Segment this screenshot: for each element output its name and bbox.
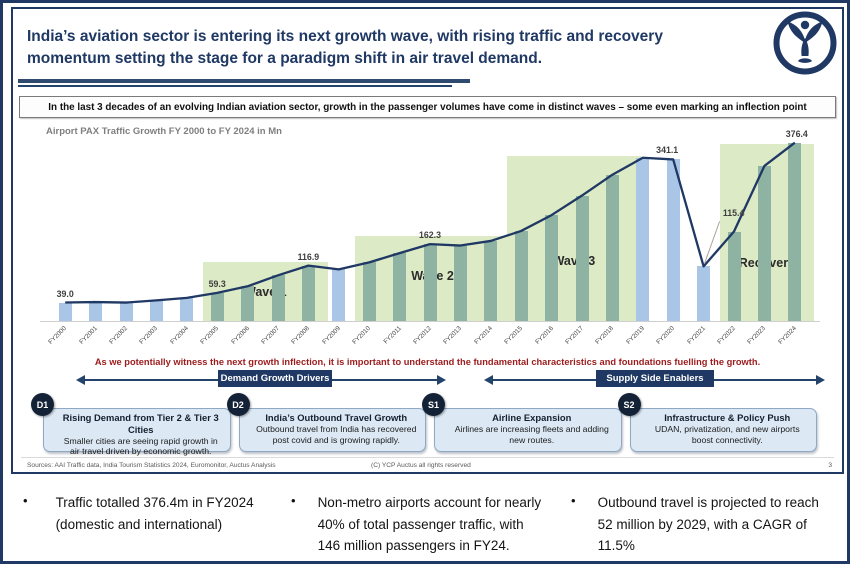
title-separator-thin — [18, 85, 452, 87]
bar-FY2015 — [514, 230, 528, 321]
x-axis-line — [40, 321, 820, 322]
bar-FY2016 — [545, 215, 559, 321]
data-label-FY2005: 59.3 — [208, 278, 226, 289]
card-tier2-tier3-demand: D1 Rising Demand from Tier 2 & Tier 3 Ci… — [31, 393, 231, 456]
bar-FY2019 — [636, 157, 650, 321]
sources-text: Sources: AAI Traffic data, India Tourism… — [27, 462, 276, 469]
data-label-FY2024: 376.4 — [785, 128, 808, 139]
inflection-note: As we potentially witness the next growt… — [94, 357, 761, 367]
data-label-FY2021: 115.4 — [722, 208, 745, 219]
card-body: Smaller cities are seeing rapid growth i… — [63, 435, 218, 457]
badge-d2: D2 — [226, 393, 250, 416]
bar-FY2013 — [453, 245, 467, 321]
page-number: 3 — [828, 462, 832, 469]
card-airline-expansion: S1 Airline Expansion Airlines are increa… — [422, 393, 622, 452]
bullet-icon: • — [291, 493, 296, 508]
card-body: Airlines are increasing fleets and addin… — [454, 423, 609, 445]
bar-FY2001 — [89, 302, 103, 321]
copyright-text: (C) YCP Auctus all rights reserved — [371, 462, 471, 469]
bar-FY2006 — [241, 286, 255, 321]
bar-FY2009 — [332, 269, 346, 321]
bar-FY2023 — [757, 165, 771, 321]
takeaway-text: Non-metro airports account for nearly 40… — [317, 495, 542, 554]
badge-d1: D1 — [31, 393, 54, 416]
card-body: Outbound travel from India has recovered… — [256, 423, 417, 445]
bar-FY2002 — [119, 302, 133, 321]
card-title: Infrastructure & Policy Push — [664, 412, 791, 423]
badge-s1: S1 — [422, 393, 445, 416]
card-title: Airline Expansion — [492, 412, 572, 423]
demand-growth-drivers-label: Demand Growth Drivers — [218, 370, 332, 387]
card-infrastructure-policy: S2 Infrastructure & Policy Push UDAN, pr… — [617, 393, 817, 452]
bar-FY2000 — [58, 302, 72, 321]
takeaway-text: Traffic totalled 376.4m in FY2024 (domes… — [55, 495, 254, 532]
key-message-banner: In the last 3 decades of an evolving Ind… — [19, 96, 836, 118]
bar-FY2010 — [362, 262, 376, 321]
bar-FY2003 — [149, 300, 163, 321]
bar-FY2011 — [393, 253, 407, 321]
bar-FY2005 — [210, 292, 224, 321]
ycp-auctus-logo — [773, 11, 837, 75]
bar-FY2014 — [484, 240, 498, 321]
data-label-FY2012: 162.3 — [418, 230, 441, 241]
takeaway-item: • Outbound travel is projected to reach … — [571, 492, 833, 561]
chart-title: Airport PAX Traffic Growth FY 2000 to FY… — [46, 126, 282, 137]
takeaways-section: • Traffic totalled 376.4m in FY2024 (dom… — [3, 474, 847, 561]
title-separator-thick — [18, 79, 470, 83]
bar-FY2024 — [788, 142, 802, 321]
card-title: India’s Outbound Travel Growth — [265, 412, 408, 423]
traffic-trend-line — [65, 141, 796, 304]
card-title: Rising Demand from Tier 2 & Tier 3 Citie… — [62, 412, 219, 435]
takeaway-item: • Non-metro airports account for nearly … — [291, 492, 571, 561]
bar-FY2022 — [727, 231, 741, 321]
bar-FY2008 — [301, 265, 315, 321]
slide: India’s aviation sector is entering its … — [11, 7, 844, 474]
driver-cards: D1 Rising Demand from Tier 2 & Tier 3 Ci… — [31, 393, 817, 456]
card-body: UDAN, privatization, and new airports bo… — [654, 423, 800, 445]
data-label-FY2000: 39.0 — [56, 288, 74, 299]
bar-FY2012 — [423, 244, 437, 321]
takeaway-item: • Traffic totalled 376.4m in FY2024 (dom… — [23, 492, 291, 561]
card-outbound-travel: D2 India’s Outbound Travel Growth Outbou… — [226, 393, 426, 452]
bar-FY2020 — [666, 159, 680, 321]
bullet-icon: • — [23, 493, 28, 508]
bar-FY2021 — [697, 266, 711, 321]
data-label-FY2020: 341.1 — [656, 145, 679, 156]
bar-FY2004 — [180, 297, 194, 321]
supply-side-enablers-label: Supply Side Enablers — [596, 370, 714, 387]
bar-FY2018 — [605, 174, 619, 321]
traffic-chart: Airport PAX Traffic Growth FY 2000 to FY… — [38, 124, 822, 352]
badge-s2: S2 — [617, 393, 641, 416]
bar-FY2017 — [575, 195, 589, 321]
footer-divider — [21, 457, 834, 458]
bullet-icon: • — [571, 493, 576, 508]
data-label-FY2008: 116.9 — [297, 251, 320, 262]
bar-FY2007 — [271, 275, 285, 321]
takeaway-text: Outbound travel is projected to reach 52… — [597, 495, 819, 554]
page-title: India’s aviation sector is entering its … — [27, 28, 663, 67]
